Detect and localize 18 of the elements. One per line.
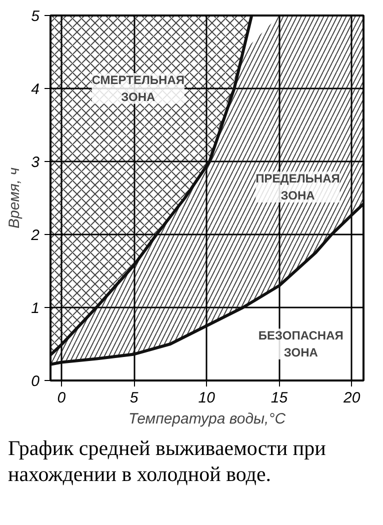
x-axis-title: Температура воды,°C bbox=[128, 410, 286, 428]
annotation: БЕЗОПАСНАЯ ЗОНА bbox=[258, 328, 344, 360]
y-tick-label: 0 bbox=[31, 373, 40, 390]
y-tick-label: 5 bbox=[31, 8, 40, 25]
y-tick-label: 4 bbox=[31, 81, 40, 98]
x-tick-label: 5 bbox=[130, 390, 139, 406]
x-tick-label: 0 bbox=[57, 390, 66, 406]
annotation: ПРЕДЕЛЬНАЯ ЗОНА bbox=[256, 172, 340, 202]
y-tick-label: 1 bbox=[31, 300, 40, 317]
y-axis-title: Время, ч bbox=[6, 167, 24, 228]
line-series bbox=[50, 202, 364, 366]
x-tick-label: 20 bbox=[342, 390, 361, 406]
y-tick-label: 3 bbox=[31, 154, 40, 171]
annotation: СМЕРТЕЛЬНАЯ ЗОНА bbox=[92, 73, 184, 104]
x-tick-label: 15 bbox=[270, 390, 288, 406]
text: График средней выживаемости при нахождении в холодной воде. bbox=[8, 435, 327, 488]
y-tick-label: 2 bbox=[30, 227, 40, 244]
x-tick-label: 10 bbox=[198, 390, 216, 406]
